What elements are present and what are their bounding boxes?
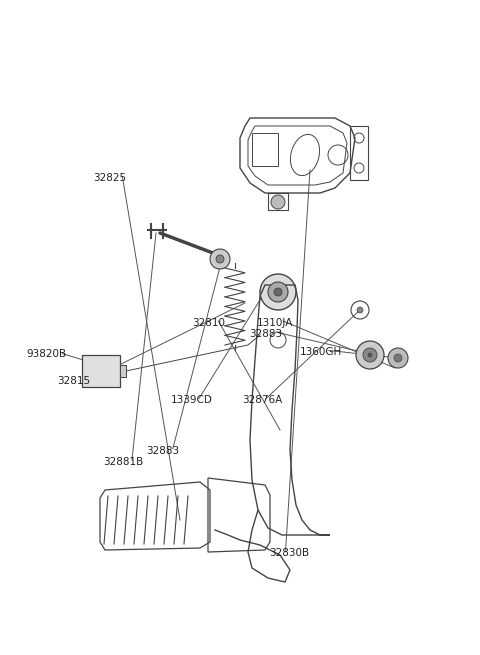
- Text: 32883: 32883: [250, 329, 283, 339]
- Polygon shape: [82, 355, 120, 387]
- Circle shape: [368, 353, 372, 357]
- Text: 1339CD: 1339CD: [170, 394, 212, 405]
- Text: 32810: 32810: [192, 318, 225, 328]
- Text: 1310JA: 1310JA: [257, 318, 293, 328]
- Circle shape: [216, 255, 224, 263]
- Circle shape: [268, 282, 288, 302]
- Circle shape: [394, 354, 402, 362]
- Text: 32876A: 32876A: [242, 394, 283, 405]
- Polygon shape: [120, 365, 126, 377]
- Text: 32825: 32825: [94, 173, 127, 183]
- Circle shape: [388, 348, 408, 368]
- Circle shape: [357, 307, 363, 313]
- Text: 32830B: 32830B: [269, 548, 309, 559]
- Circle shape: [274, 288, 282, 296]
- Circle shape: [210, 249, 230, 269]
- Circle shape: [363, 348, 377, 362]
- Circle shape: [271, 195, 285, 209]
- Text: 32881B: 32881B: [103, 457, 144, 467]
- Circle shape: [260, 274, 296, 310]
- Text: 1360GH: 1360GH: [300, 347, 342, 358]
- Circle shape: [356, 341, 384, 369]
- Text: 32883: 32883: [146, 445, 180, 456]
- Text: 32815: 32815: [58, 376, 91, 386]
- Text: 93820B: 93820B: [26, 348, 67, 359]
